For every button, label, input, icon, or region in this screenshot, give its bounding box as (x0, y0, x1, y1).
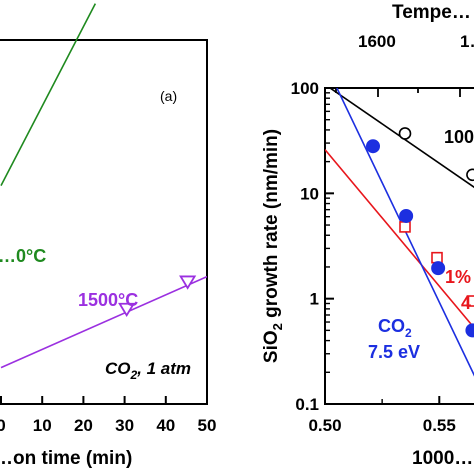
y-axis-label-main: SiO (261, 330, 282, 363)
x-tick-label-1: 10 (33, 416, 52, 435)
y-tick-label-0: 0.1 (295, 395, 319, 414)
b-x-tick-label-1: 0.55 (423, 416, 456, 435)
pressure-text: , 1 atm (136, 359, 191, 378)
data-point (399, 221, 411, 233)
series-label-blue-line2: 7.5 eV (368, 342, 420, 362)
data-point (431, 261, 446, 276)
panel-a-tag: (a) (160, 88, 177, 104)
x-tick-label-3: 30 (115, 416, 134, 435)
y-tick-label-1: 1 (310, 290, 319, 309)
panel-a: 0 10 20 30 40 50 (a) …0°C 1500°C CO2, 1 atm …… (0, 3, 216, 469)
gas-name: CO (105, 359, 131, 378)
panel-b-ticks: 0.1 1 10 100 0.50 0.55 (291, 79, 461, 435)
series-label-green: …0°C (0, 246, 46, 266)
fit-line-1 (325, 149, 474, 329)
series-label-1500: 1500°C (78, 290, 138, 310)
data-point (431, 251, 443, 264)
data-point (465, 323, 474, 338)
x-tick-label-2: 20 (74, 416, 93, 435)
fit-line-0 (329, 88, 474, 189)
fit-line-2 (336, 88, 474, 377)
data-point (466, 295, 474, 307)
series-label-blue-sub: 2 (405, 326, 412, 340)
gas-subscript: 2 (130, 368, 138, 382)
x-tick-label-0: 0 (0, 416, 6, 435)
y-axis-label-sub: 2 (270, 323, 285, 330)
panel-b-x-axis-label: 1000… (412, 448, 473, 469)
triangle-marker-1 (179, 275, 197, 290)
series-label-black: 100… (444, 127, 474, 147)
panel-a-plot-area (0, 3, 207, 369)
series-line-1 (0, 275, 207, 369)
y-tick-label-2: 10 (300, 184, 319, 203)
top-axis-title: Tempe… (392, 2, 471, 23)
series-label-red-line2: 4 (461, 293, 471, 313)
panel-a-x-ticks: 0 10 20 30 40 50 (0, 396, 216, 435)
panel-a-frame (0, 39, 208, 405)
y-axis-label: SiO2 growth rate (nm/min) (261, 129, 285, 363)
data-point (399, 208, 414, 223)
panel-b-plot-area (325, 88, 474, 377)
series-line-0 (0, 3, 97, 186)
top-tick-label-1600: 1600 (358, 32, 396, 51)
x-tick-label-4: 40 (156, 416, 175, 435)
triangle-marker-0 (118, 302, 136, 318)
data-point (398, 127, 412, 140)
y-axis-label-rest: growth rate (nm/min) (261, 129, 282, 323)
panel-b: Tempe… 1600 1… 0.1 1 10 100 0.50 0.55 100… 1%… (261, 2, 474, 469)
panel-a-x-axis-label: …on time (min) (0, 448, 132, 469)
data-point (366, 139, 380, 154)
b-x-tick-label-0: 0.50 (308, 416, 341, 435)
panel-b-frame (324, 87, 474, 405)
series-label-red-line1: 1% (445, 267, 471, 287)
y-tick-label-3: 100 (291, 79, 319, 98)
series-label-blue-gas: CO (378, 316, 405, 336)
top-tick-label-2: 1… (460, 32, 474, 51)
x-tick-label-5: 50 (198, 416, 217, 435)
gas-annotation: CO2, 1 atm (105, 359, 191, 382)
data-point (466, 168, 474, 182)
series-label-blue-line1: CO2 (378, 316, 412, 340)
